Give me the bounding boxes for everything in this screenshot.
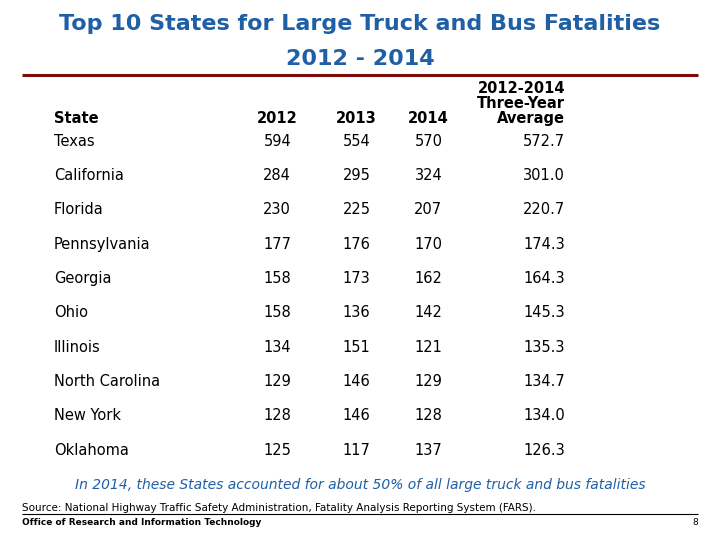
Text: 207: 207 (414, 202, 443, 218)
Text: Florida: Florida (54, 202, 104, 218)
Text: 554: 554 (343, 134, 370, 149)
Text: 173: 173 (343, 271, 370, 286)
Text: Texas: Texas (54, 134, 94, 149)
Text: 134.0: 134.0 (523, 408, 565, 423)
Text: North Carolina: North Carolina (54, 374, 160, 389)
Text: 137: 137 (415, 443, 442, 457)
Text: Illinois: Illinois (54, 340, 101, 355)
Text: Ohio: Ohio (54, 306, 88, 320)
Text: 158: 158 (264, 306, 291, 320)
Text: 230: 230 (264, 202, 291, 218)
Text: 2014: 2014 (408, 111, 449, 126)
Text: Pennsylvania: Pennsylvania (54, 237, 150, 252)
Text: 135.3: 135.3 (523, 340, 565, 355)
Text: New York: New York (54, 408, 121, 423)
Text: 128: 128 (415, 408, 442, 423)
Text: 145.3: 145.3 (523, 306, 565, 320)
Text: 177: 177 (264, 237, 291, 252)
Text: 142: 142 (415, 306, 442, 320)
Text: Georgia: Georgia (54, 271, 112, 286)
Text: 301.0: 301.0 (523, 168, 565, 183)
Text: 2012: 2012 (257, 111, 297, 126)
Text: 125: 125 (264, 443, 291, 457)
Text: 121: 121 (415, 340, 442, 355)
Text: Office of Research and Information Technology: Office of Research and Information Techn… (22, 518, 261, 528)
Text: 129: 129 (264, 374, 291, 389)
Text: 284: 284 (264, 168, 291, 183)
Text: 151: 151 (343, 340, 370, 355)
Text: State: State (54, 111, 99, 126)
Text: 170: 170 (415, 237, 442, 252)
Text: 146: 146 (343, 408, 370, 423)
Text: 8: 8 (693, 518, 698, 528)
Text: 176: 176 (343, 237, 370, 252)
Text: 126.3: 126.3 (523, 443, 565, 457)
Text: 164.3: 164.3 (523, 271, 565, 286)
Text: 220.7: 220.7 (523, 202, 565, 218)
Text: 162: 162 (415, 271, 442, 286)
Text: California: California (54, 168, 124, 183)
Text: 572.7: 572.7 (523, 134, 565, 149)
Text: 2012-2014: 2012-2014 (477, 81, 565, 96)
Text: 158: 158 (264, 271, 291, 286)
Text: 2013: 2013 (336, 111, 377, 126)
Text: 324: 324 (415, 168, 442, 183)
Text: 570: 570 (415, 134, 442, 149)
Text: 146: 146 (343, 374, 370, 389)
Text: Oklahoma: Oklahoma (54, 443, 129, 457)
Text: 295: 295 (343, 168, 370, 183)
Text: 136: 136 (343, 306, 370, 320)
Text: 128: 128 (264, 408, 291, 423)
Text: 2012 - 2014: 2012 - 2014 (286, 49, 434, 69)
Text: 174.3: 174.3 (523, 237, 565, 252)
Text: Source: National Highway Traffic Safety Administration, Fatality Analysis Report: Source: National Highway Traffic Safety … (22, 503, 536, 514)
Text: 129: 129 (415, 374, 442, 389)
Text: In 2014, these States accounted for about 50% of all large truck and bus fatalit: In 2014, these States accounted for abou… (75, 478, 645, 492)
Text: 134.7: 134.7 (523, 374, 565, 389)
Text: 594: 594 (264, 134, 291, 149)
Text: 117: 117 (343, 443, 370, 457)
Text: Average: Average (498, 111, 565, 126)
Text: Top 10 States for Large Truck and Bus Fatalities: Top 10 States for Large Truck and Bus Fa… (59, 14, 661, 33)
Text: 134: 134 (264, 340, 291, 355)
Text: 225: 225 (343, 202, 370, 218)
Text: Three-Year: Three-Year (477, 96, 565, 111)
